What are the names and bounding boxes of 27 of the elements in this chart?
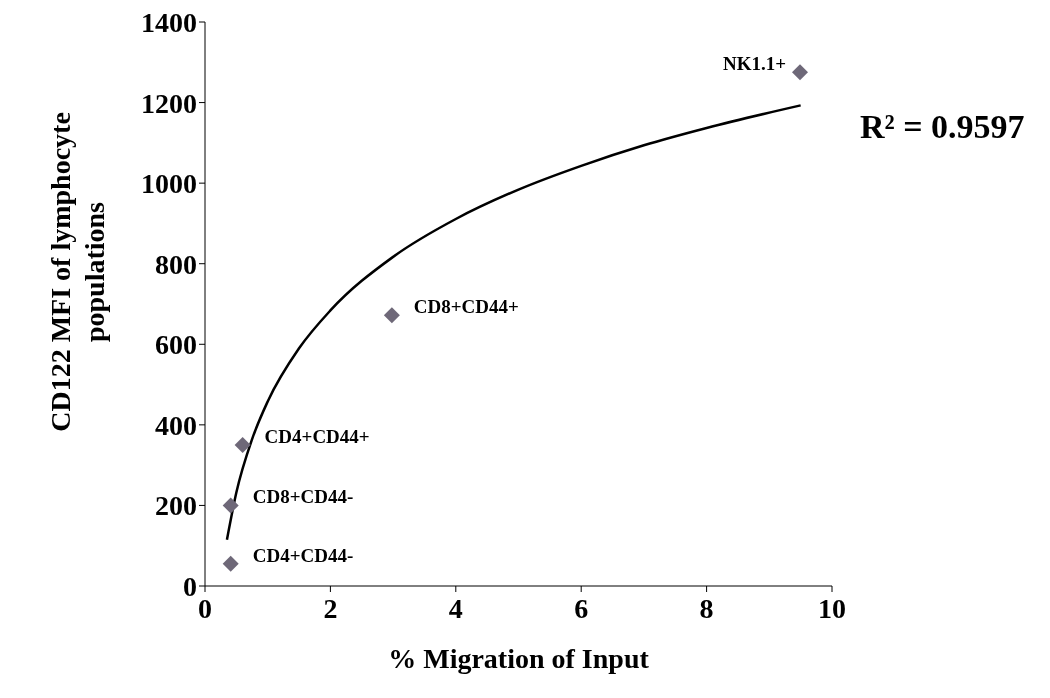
x-tick-label: 8 bbox=[699, 592, 714, 624]
point bbox=[383, 307, 400, 324]
annotation: NK1.1+ bbox=[722, 53, 787, 75]
y-tick-label: 600 bbox=[155, 329, 197, 361]
line-series bbox=[225, 104, 802, 541]
x-tick-label: 10 bbox=[818, 592, 846, 624]
point bbox=[792, 64, 809, 81]
y-tick-label: 1000 bbox=[141, 168, 197, 200]
y-tick-label: 800 bbox=[155, 248, 197, 280]
x-tick-label: 6 bbox=[574, 592, 589, 624]
x-axis-title: % Migration of Input bbox=[388, 643, 650, 674]
text: R² = 0.9597 bbox=[860, 108, 1025, 146]
point bbox=[222, 555, 239, 572]
y-tick-label: 400 bbox=[155, 409, 197, 441]
x-tick-label: 4 bbox=[448, 592, 463, 624]
y-tick-label: 1200 bbox=[141, 87, 197, 119]
y-tick-label: 200 bbox=[155, 490, 197, 522]
annotation: CD8+CD44+ bbox=[413, 296, 519, 318]
annotation: CD4+CD44+ bbox=[264, 426, 370, 447]
annotation: CD4+CD44- bbox=[252, 544, 354, 566]
y-tick-label: 0 bbox=[183, 570, 197, 602]
point bbox=[234, 437, 251, 453]
point bbox=[222, 497, 239, 514]
x-tick-label: 2 bbox=[323, 592, 338, 624]
annotation: CD8+CD44- bbox=[252, 486, 354, 508]
y-tick-label: 1400 bbox=[141, 6, 197, 38]
y-axis-title: CD122 MFI of lymphocyte populations bbox=[44, 111, 111, 434]
